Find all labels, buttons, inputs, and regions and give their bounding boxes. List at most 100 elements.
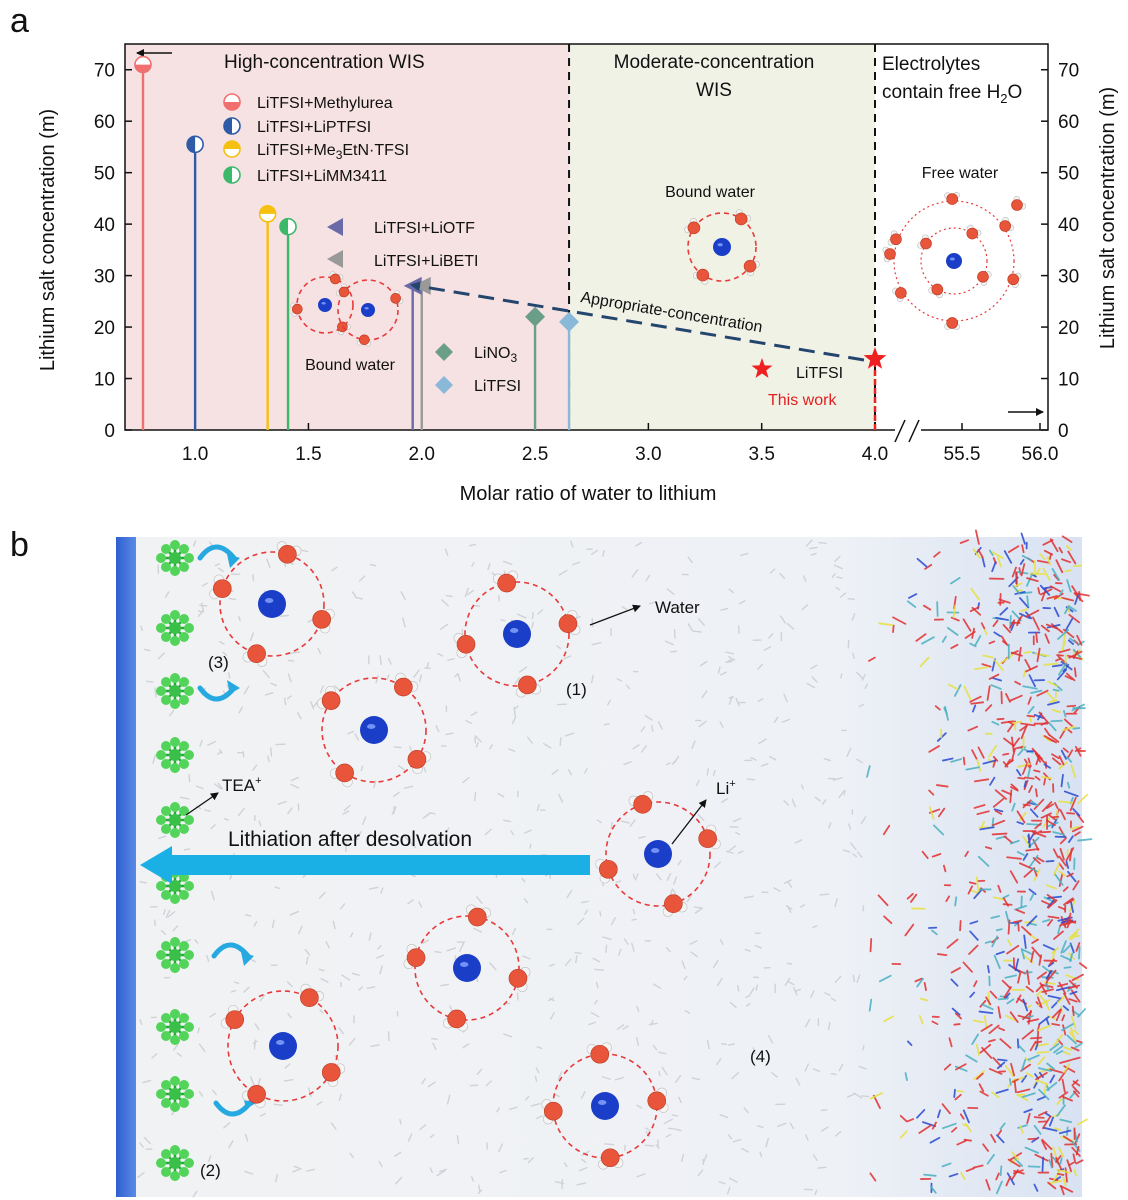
water-molecule (917, 234, 932, 250)
water-molecule (312, 608, 335, 634)
bound-water-label-left: Bound water (305, 357, 396, 374)
water-molecule (220, 1005, 245, 1029)
y-right-tick-label-1: 10 (1058, 370, 1079, 391)
li-label: Li+ (716, 778, 736, 798)
free-water-shells (882, 191, 1026, 331)
solvated-cluster-5 (220, 983, 346, 1109)
water-molecule (329, 763, 354, 788)
water-molecule (887, 230, 902, 246)
water-molecule (515, 675, 542, 698)
water-molecule (743, 259, 760, 277)
tea-cation-9 (156, 1145, 194, 1181)
water-molecule (692, 268, 710, 285)
water-molecule (442, 1009, 469, 1032)
water-molecule (1011, 195, 1026, 211)
marker-6 (525, 306, 546, 327)
lithium-ion (258, 590, 286, 618)
lithium-ion (360, 716, 388, 744)
y-left-tick-label-4: 40 (94, 215, 115, 236)
water-molecule (595, 858, 618, 884)
legend-entry-lino3: LiNO3 (435, 343, 517, 365)
this-work-label: This work (768, 392, 837, 409)
water-molecule (453, 632, 476, 659)
svg-text:LiTFSI+LiMM3411: LiTFSI+LiMM3411 (257, 168, 387, 185)
plot-frame (124, 43, 1049, 431)
svg-text:LiTFSI+LiBETI: LiTFSI+LiBETI (374, 253, 478, 270)
lithium-ion (591, 1092, 619, 1120)
lithium-ion (946, 253, 962, 269)
marker-2 (258, 205, 277, 223)
legend-entry-methylurea: LiTFSI+Methylurea (223, 93, 393, 112)
bound-cluster-2 (335, 279, 404, 347)
marker-7 (559, 311, 580, 332)
svg-text:LiNO3: LiNO3 (474, 345, 517, 365)
tea-cation-4 (156, 802, 194, 838)
marker-5 (412, 276, 431, 295)
svg-text:LiTFSI+LiPTFSI: LiTFSI+LiPTFSI (257, 119, 371, 136)
water-molecule (321, 1063, 346, 1087)
tea-cation-7 (156, 1009, 194, 1045)
label-1: (1) (566, 680, 587, 699)
lithium-ion (269, 1032, 297, 1060)
li-pointer-arrow (671, 799, 707, 845)
lithium-ion (713, 238, 731, 256)
bound-water-cluster-left (290, 271, 404, 347)
rotation-arrow-3 (211, 942, 254, 966)
water-molecule (928, 283, 944, 299)
water-molecule (300, 983, 324, 1008)
x-tick-label-7: 55.5 (944, 444, 981, 465)
water-molecule (508, 966, 531, 993)
y-left-tick-label-3: 30 (94, 267, 115, 288)
water-label: Water (655, 598, 700, 617)
data-stems (141, 64, 877, 430)
tea-pointer-arrow (185, 792, 219, 816)
region-title-moderate-1: Moderate-concentration (614, 52, 815, 73)
water-molecule (290, 302, 303, 317)
water-molecule (541, 1099, 563, 1125)
legend: LiTFSI+Methylurea LiTFSI+LiPTFSI LiTFSI+… (223, 93, 521, 395)
tea-cation-1 (156, 610, 194, 646)
y-right-tick-label-5: 50 (1058, 164, 1079, 185)
bound-cluster-1 (290, 271, 354, 336)
water-molecule (1007, 272, 1022, 289)
x-tick-label-4: 3.0 (635, 444, 661, 465)
free-water-cluster (882, 191, 1026, 331)
water-molecule (316, 685, 341, 710)
legend-marker-3 (223, 166, 241, 184)
tea-cation-0 (156, 540, 194, 576)
water-molecule (407, 750, 432, 775)
water-molecule (586, 1042, 612, 1064)
svg-text:LiTFSI+LiOTF: LiTFSI+LiOTF (374, 220, 475, 237)
water-molecule (356, 334, 372, 347)
y-left-tick-label-5: 50 (94, 164, 115, 185)
panel-b-letter: b (10, 526, 29, 564)
bound-water-cluster-mid (684, 209, 760, 285)
water-molecule (944, 317, 960, 331)
marker-0 (134, 55, 152, 74)
water-molecule (662, 894, 688, 917)
lithium-ion (453, 954, 481, 982)
tea-label: TEA+ (222, 775, 262, 795)
x-tick-label-8: 56.0 (1022, 444, 1059, 465)
water-background-texture (137, 539, 870, 1198)
x-tick-label-3: 2.5 (522, 444, 548, 465)
panel-a-chart: High-concentration WIS Moderate-concentr… (37, 43, 1119, 505)
x-tick-label-2: 2.0 (409, 444, 435, 465)
legend-entry-limm3411: LiTFSI+LiMM3411 (223, 166, 387, 185)
y-right-tick-label-4: 40 (1058, 215, 1079, 236)
y-left-tick-label-0: 0 (104, 421, 115, 442)
y-right-tick-label-6: 60 (1058, 112, 1079, 133)
water-molecule (999, 216, 1015, 232)
water-molecule (734, 209, 752, 226)
water-molecule (403, 943, 426, 970)
region-title-free-1: Electrolytes (882, 54, 980, 75)
region-high-concentration (125, 44, 570, 430)
solvated-cluster-0 (209, 541, 335, 667)
rotation-arrow-2 (197, 680, 240, 702)
water-molecule (628, 791, 654, 814)
tea-cation-8 (156, 1076, 194, 1112)
solvated-lithium-clusters (209, 541, 721, 1170)
water-molecule (329, 271, 344, 285)
y-axis-left-title: Lithium salt concentration (m) (37, 109, 59, 371)
water-molecule (647, 1087, 669, 1113)
